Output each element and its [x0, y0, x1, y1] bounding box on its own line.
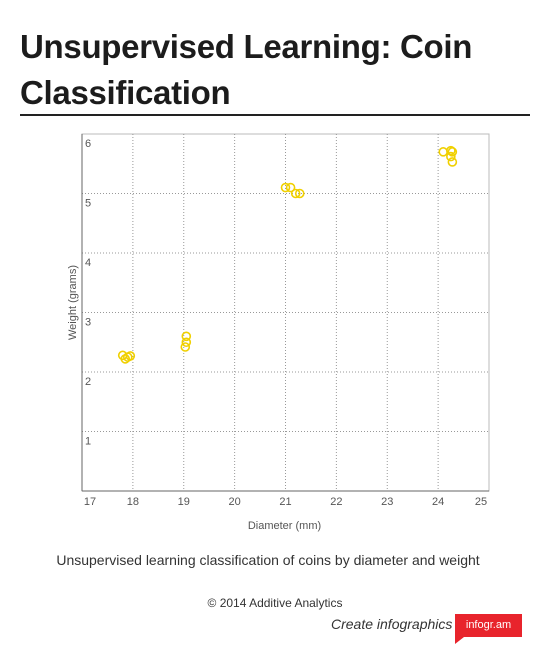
copyright-text: © 2014 Additive Analytics — [207, 596, 343, 610]
x-tick-label: 20 — [229, 496, 241, 508]
x-tick-label: 21 — [279, 496, 291, 508]
create-infographics-link[interactable]: Create infographics — [331, 616, 453, 632]
x-tick-label: 18 — [127, 496, 139, 508]
y-tick-label: 2 — [85, 376, 91, 388]
x-tick-label: 25 — [475, 496, 487, 508]
x-tick-label: 22 — [330, 496, 342, 508]
title-divider — [20, 114, 530, 116]
x-tick-label: 24 — [432, 496, 444, 508]
y-tick-label: 6 — [85, 138, 91, 150]
y-tick-label: 5 — [85, 198, 91, 210]
chart-caption: Unsupervised learning classification of … — [56, 552, 480, 568]
page-title: Unsupervised Learning: Coin Classificati… — [20, 28, 473, 111]
data-point — [447, 157, 458, 167]
data-point — [285, 182, 296, 193]
y-tick-label: 3 — [85, 317, 91, 329]
data-point — [120, 354, 131, 364]
data-point — [125, 351, 136, 361]
y-tick-label: 4 — [85, 257, 91, 269]
x-tick-label: 23 — [381, 496, 393, 508]
x-tick-label: 19 — [178, 496, 190, 508]
x-axis-label: Diameter (mm) — [248, 520, 321, 532]
data-point — [446, 151, 456, 162]
y-tick-label: 1 — [85, 436, 91, 448]
data-point — [290, 188, 301, 199]
data-point — [180, 342, 191, 352]
data-point — [181, 331, 192, 342]
data-point — [294, 188, 305, 199]
x-tick-label: 17 — [84, 496, 96, 508]
y-axis-label: Weight (grams) — [67, 265, 79, 340]
infogram-logo-badge[interactable]: infogr.am — [455, 614, 522, 637]
data-point — [447, 147, 458, 157]
data-point — [438, 147, 449, 157]
data-point — [181, 337, 192, 348]
badge-tail-shape — [455, 637, 464, 644]
data-point — [280, 182, 291, 193]
data-point — [446, 145, 456, 156]
